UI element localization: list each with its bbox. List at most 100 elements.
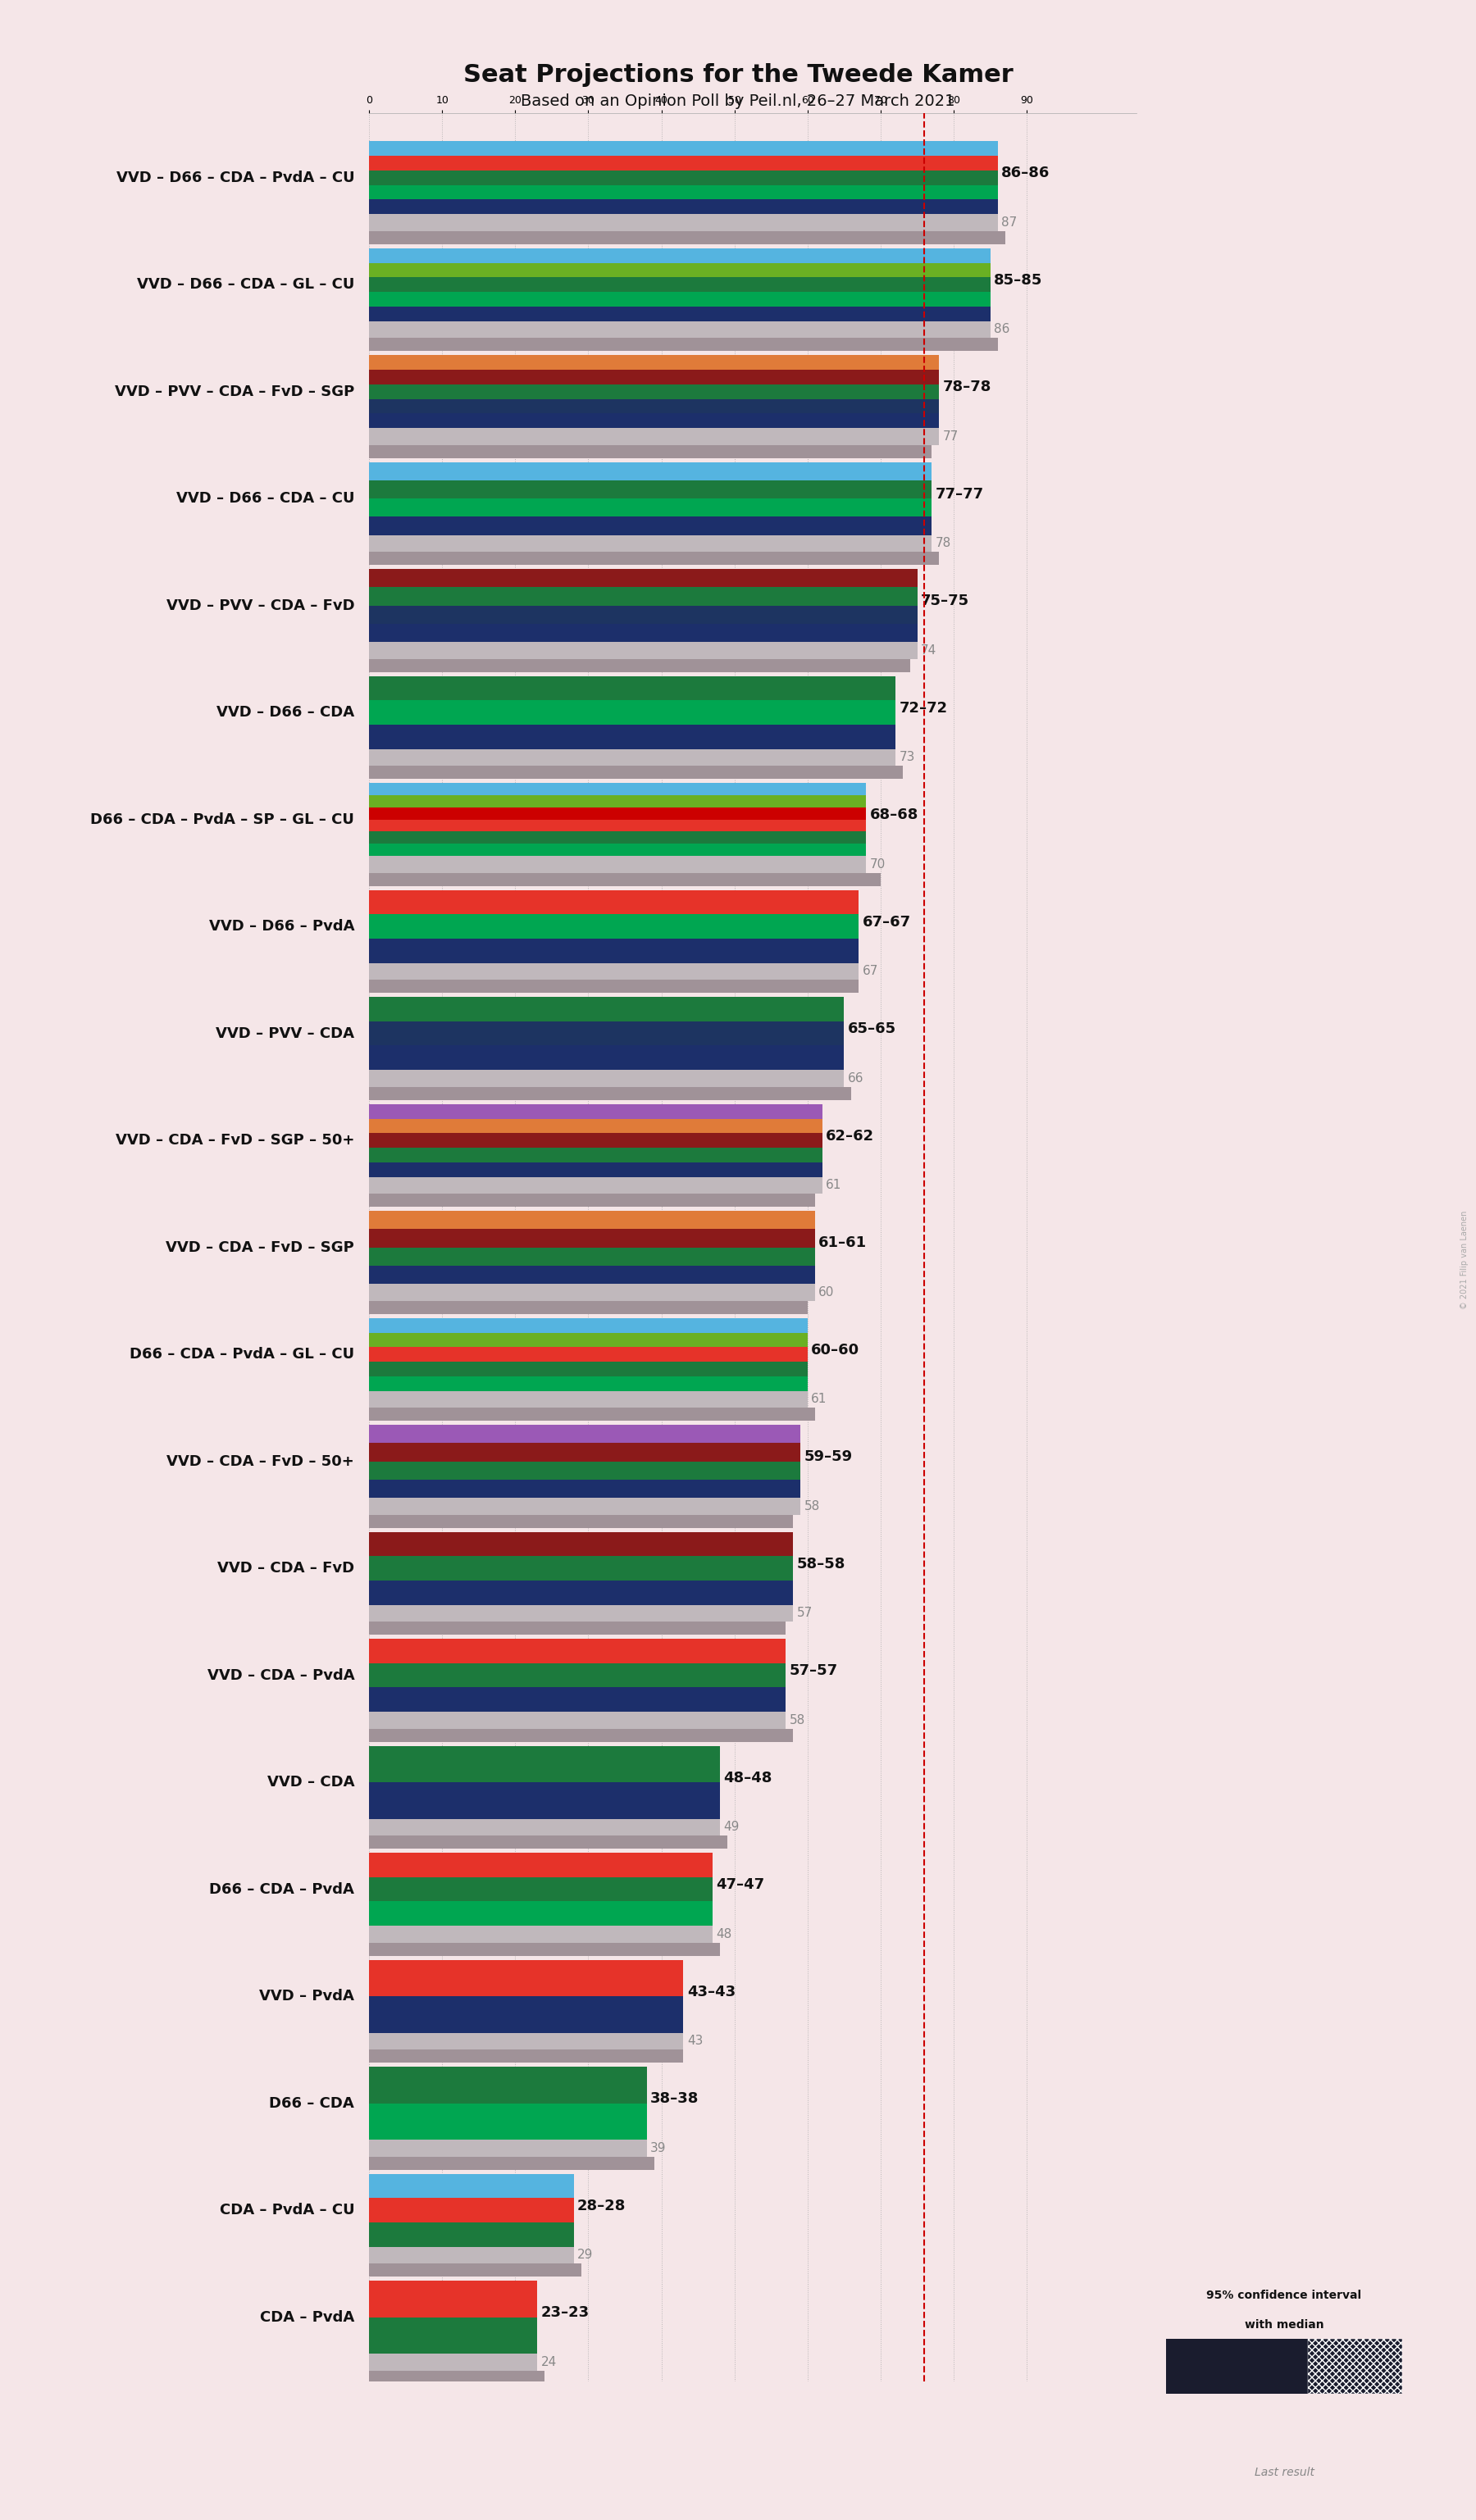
Bar: [369, 552, 939, 564]
Text: 74: 74: [921, 645, 937, 658]
Text: 77–77: 77–77: [936, 486, 984, 501]
Text: 61–61: 61–61: [819, 1235, 866, 1250]
Text: Last result: Last result: [1255, 2467, 1314, 2480]
Text: 58: 58: [804, 1499, 819, 1512]
Text: VVD – D66 – CDA: VVD – D66 – CDA: [217, 706, 354, 721]
Text: VVD – PVV – CDA – FvD: VVD – PVV – CDA – FvD: [167, 597, 354, 612]
Text: 28–28: 28–28: [577, 2197, 626, 2213]
Bar: [369, 1819, 720, 1835]
Text: 77: 77: [943, 431, 958, 444]
Text: 78–78: 78–78: [943, 381, 992, 396]
Bar: [369, 1746, 720, 1782]
Bar: [369, 232, 1005, 244]
Text: VVD – PVV – CDA: VVD – PVV – CDA: [215, 1026, 354, 1041]
Bar: [369, 1580, 793, 1605]
Bar: [369, 2318, 537, 2354]
Bar: [369, 2248, 574, 2263]
Text: 86–86: 86–86: [1001, 166, 1049, 181]
Bar: [369, 1557, 793, 1580]
Text: 60–60: 60–60: [812, 1343, 859, 1358]
Bar: [369, 2049, 683, 2061]
Text: 38–38: 38–38: [651, 2092, 700, 2107]
Bar: [369, 1497, 800, 1515]
Bar: [369, 1605, 793, 1623]
Bar: [369, 338, 998, 350]
Bar: [369, 1462, 800, 1479]
Bar: [369, 2034, 683, 2049]
Bar: [369, 748, 896, 766]
Text: 72–72: 72–72: [899, 701, 948, 716]
Text: D66 – CDA – PvdA – SP – GL – CU: D66 – CDA – PvdA – SP – GL – CU: [90, 811, 354, 827]
Bar: [369, 643, 917, 660]
Text: VVD – CDA: VVD – CDA: [267, 1774, 354, 1789]
Bar: [369, 1265, 815, 1283]
Bar: [369, 1333, 807, 1348]
Bar: [369, 1409, 815, 1421]
Text: 60: 60: [819, 1285, 834, 1298]
Bar: [369, 1348, 807, 1361]
Text: 48: 48: [716, 1928, 732, 1940]
Bar: [369, 2354, 537, 2371]
Bar: [369, 1021, 844, 1046]
Bar: [369, 1515, 793, 1527]
Bar: [1166, 2339, 1308, 2394]
Text: 75–75: 75–75: [921, 595, 970, 610]
Text: VVD – CDA – FvD – 50+: VVD – CDA – FvD – 50+: [167, 1454, 354, 1469]
Bar: [369, 141, 998, 156]
Bar: [369, 872, 881, 887]
Text: VVD – CDA – FvD: VVD – CDA – FvD: [217, 1560, 354, 1575]
Bar: [369, 2371, 545, 2384]
Bar: [369, 890, 859, 915]
Text: 70: 70: [869, 859, 886, 869]
Text: VVD – PVV – CDA – FvD – SGP: VVD – PVV – CDA – FvD – SGP: [115, 383, 354, 398]
Bar: [369, 701, 896, 726]
Text: Seat Projections for the Tweede Kamer: Seat Projections for the Tweede Kamer: [463, 63, 1013, 86]
Bar: [369, 963, 859, 980]
Bar: [369, 1046, 844, 1071]
Bar: [369, 796, 866, 806]
Text: 57–57: 57–57: [790, 1663, 838, 1678]
Bar: [369, 292, 990, 307]
Text: D66 – CDA – PvdA – GL – CU: D66 – CDA – PvdA – GL – CU: [130, 1348, 354, 1361]
Bar: [369, 413, 939, 428]
Text: 85–85: 85–85: [993, 272, 1042, 287]
Bar: [369, 2175, 574, 2197]
Bar: [369, 915, 859, 937]
Bar: [369, 262, 990, 277]
Bar: [369, 819, 866, 832]
Text: 59–59: 59–59: [804, 1449, 853, 1464]
Bar: [369, 998, 844, 1021]
Text: 39: 39: [651, 2142, 667, 2155]
Bar: [369, 1104, 822, 1119]
Bar: [369, 277, 990, 292]
Bar: [369, 517, 931, 534]
Bar: [369, 428, 939, 446]
Bar: [369, 481, 931, 499]
Bar: [369, 2197, 574, 2223]
Text: VVD – D66 – PvdA: VVD – D66 – PvdA: [208, 920, 354, 935]
Text: 43: 43: [686, 2036, 703, 2046]
Bar: [369, 2066, 646, 2104]
Bar: [369, 1162, 822, 1177]
Text: 58: 58: [790, 1714, 804, 1726]
Text: 65–65: 65–65: [847, 1021, 896, 1036]
Bar: [369, 1479, 800, 1497]
Bar: [369, 1086, 852, 1099]
Text: CDA – PvdA – CU: CDA – PvdA – CU: [220, 2202, 354, 2218]
Bar: [369, 1071, 844, 1086]
Bar: [369, 1532, 793, 1557]
Bar: [369, 1925, 713, 1943]
Bar: [369, 383, 939, 398]
Text: 95% confidence interval: 95% confidence interval: [1206, 2288, 1362, 2301]
Bar: [369, 1318, 807, 1333]
Text: 43–43: 43–43: [686, 1986, 735, 1998]
Bar: [369, 461, 931, 481]
Bar: [369, 214, 998, 232]
Bar: [369, 1283, 815, 1300]
Bar: [369, 980, 859, 993]
Bar: [369, 1247, 815, 1265]
Bar: [369, 1638, 785, 1663]
Text: 57: 57: [797, 1608, 812, 1620]
Bar: [369, 570, 917, 587]
Bar: [369, 1147, 822, 1162]
